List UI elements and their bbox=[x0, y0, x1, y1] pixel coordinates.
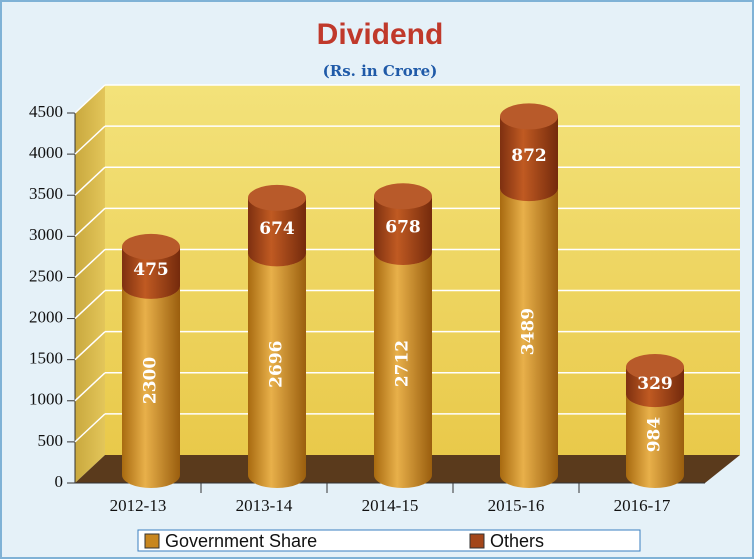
cylinder-segment bbox=[374, 239, 432, 488]
y-tick-label: 500 bbox=[38, 431, 64, 450]
cylinder-top bbox=[122, 233, 180, 260]
bar bbox=[374, 252, 432, 475]
y-tick-label: 1000 bbox=[29, 390, 63, 409]
cylinder-segment bbox=[248, 184, 306, 267]
grid-line bbox=[74, 413, 106, 443]
bar bbox=[248, 253, 306, 475]
legend-swatch bbox=[144, 533, 160, 549]
cylinder-segment bbox=[500, 103, 558, 202]
grid-line bbox=[74, 84, 106, 114]
y-tick-label: 3500 bbox=[29, 184, 63, 203]
x-tick-label: 2015-16 bbox=[488, 496, 545, 515]
legend-label: Others bbox=[490, 531, 544, 551]
bar bbox=[122, 285, 180, 475]
value-label: 2696 bbox=[267, 341, 287, 388]
y-tick-label: 4000 bbox=[29, 143, 63, 162]
value-label: 2300 bbox=[141, 357, 161, 404]
cylinder-segment bbox=[374, 183, 432, 266]
y-tick-label: 0 bbox=[55, 472, 64, 491]
y-tick-label: 2500 bbox=[29, 266, 63, 285]
grid-line bbox=[74, 207, 106, 237]
legend bbox=[137, 529, 641, 552]
y-tick-label: 4500 bbox=[29, 102, 63, 121]
y-tick-label: 2000 bbox=[29, 307, 63, 326]
y-tick-label: 3000 bbox=[29, 225, 63, 244]
side-wall bbox=[75, 85, 105, 483]
cylinder-top bbox=[248, 184, 306, 211]
cylinder-top bbox=[500, 103, 558, 130]
grid-line bbox=[74, 166, 106, 196]
value-label: 3489 bbox=[519, 308, 539, 355]
value-label: 872 bbox=[511, 146, 547, 166]
x-tick-label: 2014-15 bbox=[362, 496, 419, 515]
bar bbox=[500, 188, 558, 476]
cylinder-segment bbox=[122, 233, 180, 299]
x-tick-label: 2013-14 bbox=[236, 496, 293, 515]
grid-line bbox=[74, 290, 106, 320]
y-tick-label: 1500 bbox=[29, 349, 63, 368]
value-label: 984 bbox=[645, 417, 665, 453]
cylinder-top bbox=[626, 354, 684, 381]
legend-swatch bbox=[469, 533, 485, 549]
value-label: 2712 bbox=[393, 340, 413, 387]
grid-line bbox=[74, 372, 106, 402]
chart-subtitle: (Rs. in Crore) bbox=[323, 62, 438, 80]
chart-title: Dividend bbox=[317, 18, 444, 51]
bar bbox=[626, 394, 684, 475]
cylinder-top bbox=[374, 183, 432, 210]
grid-line bbox=[74, 248, 106, 278]
cylinder-segment bbox=[626, 354, 684, 408]
legend-label: Government Share bbox=[165, 531, 317, 551]
x-tick-label: 2016-17 bbox=[614, 496, 671, 515]
grid-line bbox=[74, 331, 106, 361]
value-label: 678 bbox=[385, 218, 421, 238]
x-tick-label: 2012-13 bbox=[110, 496, 167, 515]
value-label: 674 bbox=[259, 219, 295, 239]
grid-line bbox=[74, 125, 106, 155]
value-label: 329 bbox=[637, 374, 673, 394]
value-label: 475 bbox=[133, 260, 169, 280]
